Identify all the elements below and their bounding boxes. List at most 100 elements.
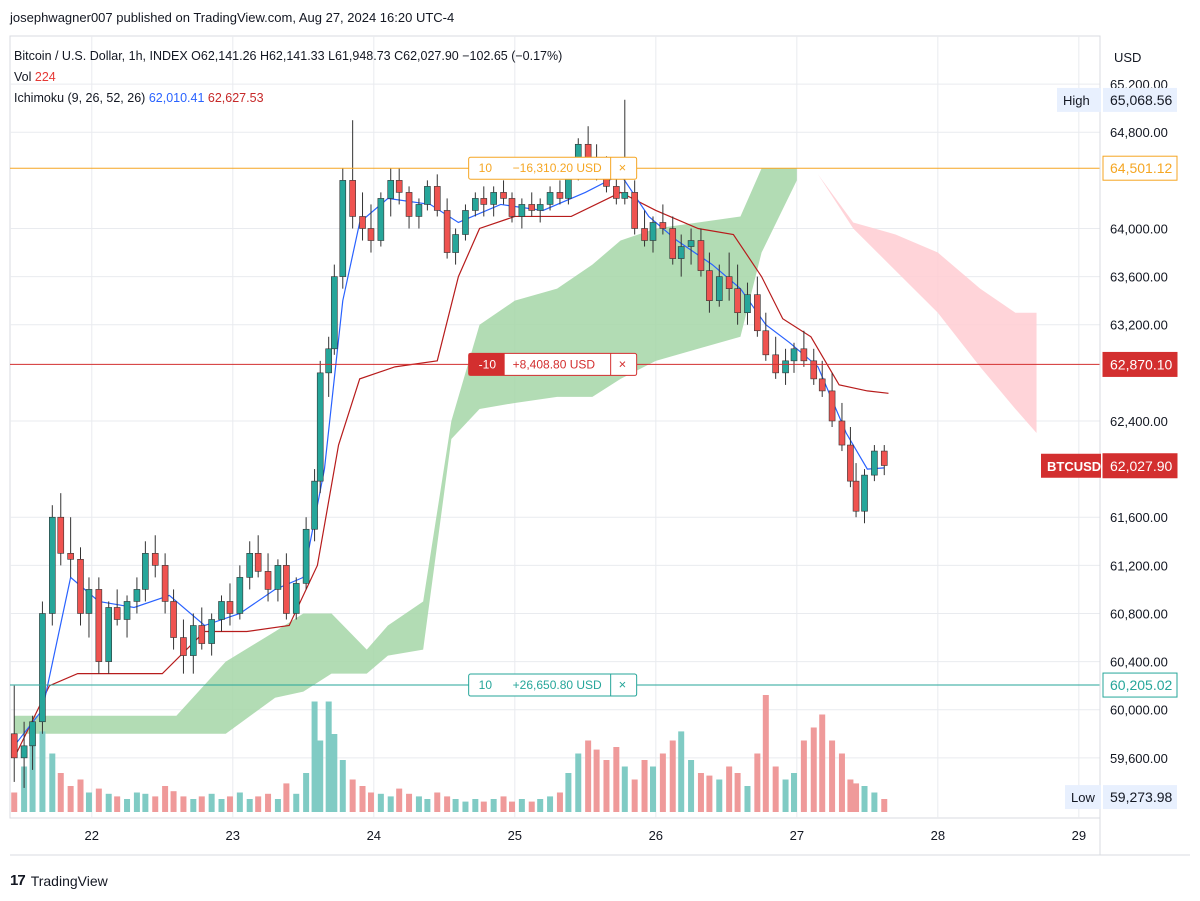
volume-bar — [49, 753, 56, 812]
candle-body — [180, 637, 187, 656]
position-qty: 10 — [479, 678, 493, 692]
candle-body — [377, 198, 385, 241]
candle-body — [744, 294, 751, 314]
candle-body — [621, 192, 629, 199]
volume-bar — [744, 786, 751, 812]
candle-body — [367, 228, 375, 241]
tradingview-wordmark: TradingView — [30, 872, 108, 889]
candle-body — [852, 480, 860, 512]
candle-body — [316, 372, 324, 482]
candle-body — [208, 619, 215, 644]
price-tick: 61,200.00 — [1110, 558, 1168, 573]
candle-body — [734, 288, 741, 314]
candle-body — [715, 276, 723, 301]
price-axis: USD65,200.0064,800.0064,000.0063,600.006… — [1041, 36, 1178, 855]
volume-bar — [349, 779, 356, 812]
price-label-value: 59,273.98 — [1110, 789, 1172, 805]
position-qty: 10 — [479, 161, 493, 175]
publisher-header: josephwagner007 published on TradingView… — [10, 10, 455, 25]
volume-legend[interactable]: Vol 224 — [14, 67, 562, 88]
position-qty: -10 — [479, 357, 497, 371]
volume-bar — [406, 793, 413, 812]
time-tick: 24 — [367, 828, 381, 843]
close-icon[interactable]: × — [619, 677, 627, 692]
candle-body — [762, 330, 770, 356]
ichimoku-cloud — [14, 168, 1037, 734]
volume-bar — [452, 799, 459, 812]
volume-bar — [57, 773, 64, 812]
volume-bar — [669, 740, 676, 812]
ichimoku-label: Ichimoku (9, 26, 52, 26) — [14, 91, 146, 105]
volume-bar — [170, 791, 177, 812]
volume-bar — [782, 779, 789, 812]
candle-body — [236, 577, 244, 614]
candle-body — [198, 625, 206, 644]
volume-bar — [367, 792, 374, 812]
close-icon[interactable]: × — [619, 160, 627, 175]
close-icon[interactable]: × — [619, 356, 627, 371]
volume-bar — [528, 801, 535, 812]
candle-body — [725, 276, 733, 289]
candle-body — [546, 192, 554, 205]
price-label-box — [1102, 672, 1178, 698]
candle-body — [536, 204, 544, 211]
ichimoku-base-value: 62,627.53 — [207, 91, 264, 105]
volume-bar — [688, 760, 695, 812]
tradingview-logo-icon: 17 — [10, 872, 26, 889]
volume-bar — [500, 796, 507, 812]
volume-bar — [133, 792, 140, 812]
symbol-line[interactable]: Bitcoin / U.S. Dollar, 1h, INDEX O62,141… — [14, 49, 563, 63]
volume-bar — [359, 786, 366, 812]
volume-bar — [124, 799, 131, 812]
candle-body — [123, 601, 131, 620]
volume-bar — [641, 760, 648, 812]
volume-bar — [508, 801, 515, 812]
volume-bar — [190, 799, 197, 812]
candle-body — [246, 553, 254, 578]
candle-body — [838, 420, 846, 446]
volume-bar — [331, 734, 338, 812]
volume-bar — [480, 801, 487, 812]
volume-bar — [819, 714, 826, 812]
price-tick: 62,400.00 — [1110, 414, 1168, 429]
volume-bar — [246, 799, 253, 812]
volume-bar — [697, 773, 704, 812]
volume-bar — [142, 793, 149, 812]
time-tick: 27 — [790, 828, 804, 843]
footer-brand[interactable]: 17 TradingView — [10, 872, 108, 889]
volume-bar — [424, 799, 431, 812]
candle-body — [649, 222, 657, 241]
candle-body — [302, 528, 310, 584]
ichimoku-legend[interactable]: Ichimoku (9, 26, 52, 26) 62,010.41 62,62… — [14, 88, 562, 109]
volume-bar — [829, 740, 836, 812]
candle-body — [880, 450, 888, 466]
price-label-value: 60,205.02 — [1110, 677, 1172, 693]
volume-bar — [311, 701, 318, 812]
candle-body — [818, 378, 826, 392]
volume-bar — [236, 792, 243, 812]
candle-body — [85, 589, 93, 614]
time-tick: 25 — [508, 828, 522, 843]
time-tick: 28 — [931, 828, 945, 843]
volume-bar — [881, 799, 888, 812]
volume-bar — [396, 788, 403, 812]
candle-body — [161, 565, 169, 602]
volume-bar — [847, 779, 854, 812]
volume-bar — [387, 796, 394, 812]
volume-bar — [659, 753, 666, 812]
price-label-tag — [1065, 785, 1101, 810]
candle-body — [871, 450, 878, 476]
candle-body — [556, 192, 564, 199]
volume-bar — [39, 731, 46, 812]
candle-body — [395, 180, 403, 193]
time-tick: 23 — [226, 828, 240, 843]
volume-bar — [518, 799, 525, 812]
candle-body — [782, 360, 789, 374]
volume-bar — [762, 695, 769, 812]
volume-bar — [325, 701, 332, 812]
plot-frame — [9, 35, 1101, 819]
time-tick: 26 — [649, 828, 663, 843]
price-label-value: 64,501.12 — [1110, 160, 1172, 176]
candle-body — [105, 607, 113, 662]
